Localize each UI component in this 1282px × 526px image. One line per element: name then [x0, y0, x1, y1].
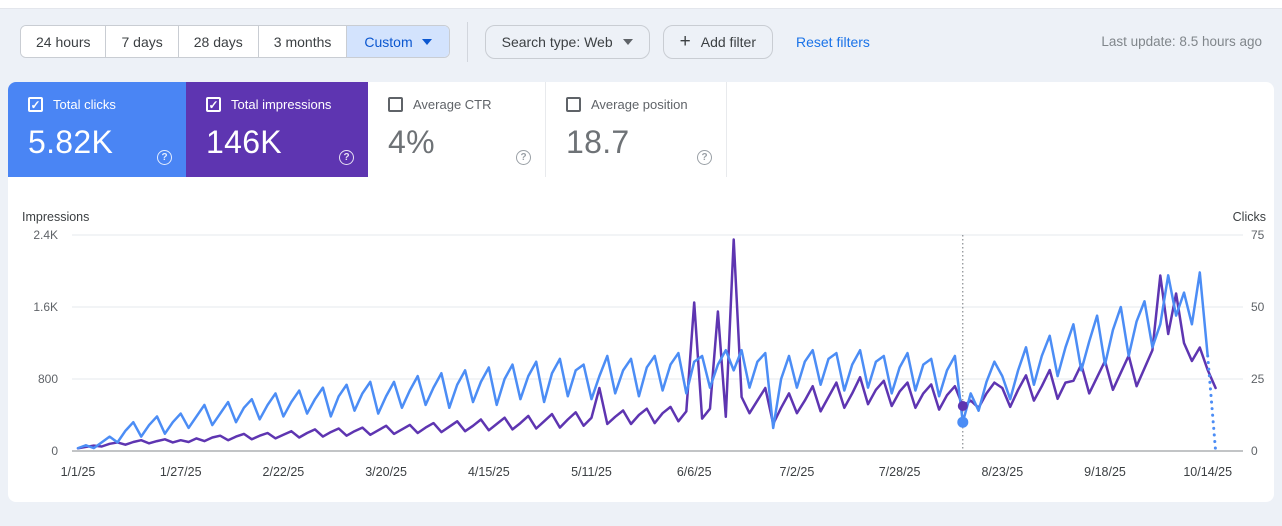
svg-text:25: 25 — [1251, 372, 1265, 386]
metric-card-average-ctr[interactable]: Average CTR 4% ? — [368, 82, 546, 177]
svg-text:8/23/25: 8/23/25 — [981, 465, 1023, 479]
svg-text:2/22/25: 2/22/25 — [263, 465, 305, 479]
svg-text:10/14/25: 10/14/25 — [1183, 465, 1232, 479]
date-range-group: 24 hours 7 days 28 days 3 months Custom — [20, 25, 450, 58]
date-range-7-days[interactable]: 7 days — [105, 26, 178, 57]
search-type-dropdown[interactable]: Search type: Web — [484, 24, 650, 59]
metric-card-label: Total clicks — [53, 97, 116, 112]
svg-text:1.6K: 1.6K — [33, 300, 58, 314]
toolbar-divider — [466, 21, 468, 62]
help-icon[interactable]: ? — [339, 150, 354, 165]
date-range-custom-label: Custom — [364, 33, 413, 50]
svg-text:5/11/25: 5/11/25 — [571, 465, 612, 479]
performance-chart-svg: 2.4K 1.6K 800 0 75 50 25 0 Impressions Clicks 1/1/… — [22, 210, 1266, 479]
filter-bar: 24 hours 7 days 28 days 3 months Custom … — [0, 9, 1282, 74]
checkbox-unchecked-icon[interactable] — [388, 97, 403, 112]
svg-text:0: 0 — [1251, 444, 1258, 458]
metric-card-label: Average CTR — [413, 97, 492, 112]
svg-text:9/18/25: 9/18/25 — [1084, 465, 1126, 479]
checkbox-unchecked-icon[interactable] — [566, 97, 581, 112]
add-filter-button[interactable]: + Add filter — [662, 24, 773, 59]
add-filter-label: Add filter — [700, 33, 756, 50]
metric-card-label: Average position — [591, 97, 688, 112]
performance-chart[interactable]: 2.4K 1.6K 800 0 75 50 25 0 Impressions Clicks 1/1/… — [8, 207, 1274, 499]
svg-text:Clicks: Clicks — [1233, 210, 1266, 224]
chevron-down-icon — [622, 38, 633, 45]
svg-text:75: 75 — [1251, 228, 1265, 242]
last-update-text: Last update: 8.5 hours ago — [1101, 34, 1262, 49]
metric-card-total-clicks[interactable]: ✓ Total clicks 5.82K ? — [8, 82, 186, 177]
svg-text:Impressions: Impressions — [22, 210, 89, 224]
reset-filters-link[interactable]: Reset filters — [796, 33, 870, 50]
svg-text:7/28/25: 7/28/25 — [879, 465, 921, 479]
checkbox-checked-icon[interactable]: ✓ — [28, 97, 43, 112]
date-range-3-months[interactable]: 3 months — [257, 26, 347, 57]
help-icon[interactable]: ? — [697, 150, 712, 165]
help-icon[interactable]: ? — [157, 150, 172, 165]
svg-text:6/6/25: 6/6/25 — [677, 465, 712, 479]
metric-card-value: 18.7 — [566, 124, 630, 160]
svg-text:50: 50 — [1251, 300, 1265, 314]
plus-icon: + — [679, 31, 691, 52]
svg-text:1/27/25: 1/27/25 — [160, 465, 202, 479]
metric-card-value: 146K — [206, 124, 282, 160]
svg-text:7/2/25: 7/2/25 — [780, 465, 815, 479]
svg-text:0: 0 — [51, 444, 58, 458]
metric-card-value: 5.82K — [28, 124, 114, 160]
svg-text:2.4K: 2.4K — [33, 228, 58, 242]
svg-text:800: 800 — [38, 372, 58, 386]
metric-card-value: 4% — [388, 124, 435, 160]
top-strip — [0, 0, 1282, 9]
help-icon[interactable]: ? — [516, 150, 531, 165]
metric-cards-row: ✓ Total clicks 5.82K ? ✓ Total impressio… — [8, 82, 1274, 177]
performance-panel: ✓ Total clicks 5.82K ? ✓ Total impressio… — [8, 82, 1274, 502]
checkbox-checked-icon[interactable]: ✓ — [206, 97, 221, 112]
metric-card-average-position[interactable]: Average position 18.7 ? — [546, 82, 727, 177]
svg-text:3/20/25: 3/20/25 — [365, 465, 407, 479]
date-range-28-days[interactable]: 28 days — [177, 26, 258, 57]
svg-text:1/1/25: 1/1/25 — [61, 465, 96, 479]
date-range-24-hours[interactable]: 24 hours — [21, 26, 106, 57]
date-range-custom[interactable]: Custom — [346, 26, 449, 57]
metric-card-label: Total impressions — [231, 97, 332, 112]
chevron-down-icon — [421, 38, 432, 45]
metric-card-total-impressions[interactable]: ✓ Total impressions 146K ? — [186, 82, 368, 177]
svg-text:4/15/25: 4/15/25 — [468, 465, 510, 479]
search-type-label: Search type: Web — [501, 33, 613, 50]
